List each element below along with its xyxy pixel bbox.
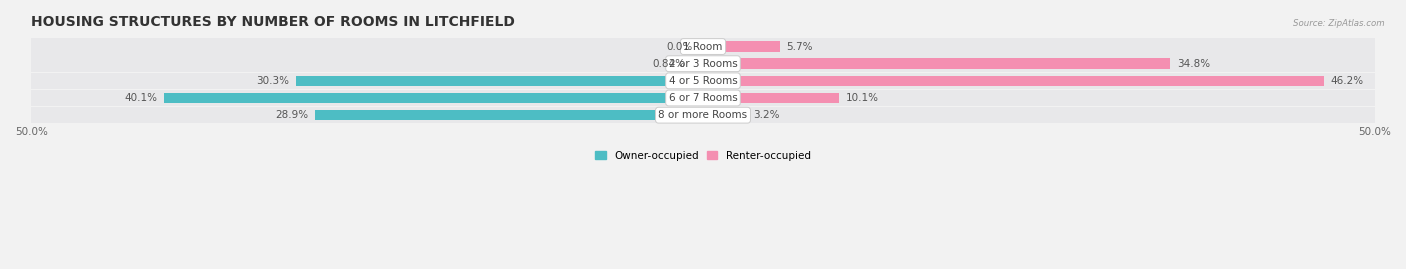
Bar: [31, 107, 1375, 123]
Legend: Owner-occupied, Renter-occupied: Owner-occupied, Renter-occupied: [591, 147, 815, 165]
Bar: [692, 58, 703, 69]
Text: 28.9%: 28.9%: [276, 110, 308, 120]
Bar: [703, 110, 747, 121]
Bar: [165, 93, 703, 103]
Bar: [297, 76, 703, 86]
Text: 46.2%: 46.2%: [1330, 76, 1364, 86]
Text: 10.1%: 10.1%: [845, 93, 879, 103]
Text: 40.1%: 40.1%: [125, 93, 157, 103]
Bar: [703, 76, 1323, 86]
Text: 6 or 7 Rooms: 6 or 7 Rooms: [669, 93, 737, 103]
Bar: [703, 41, 779, 52]
Text: 2 or 3 Rooms: 2 or 3 Rooms: [669, 59, 737, 69]
Text: 30.3%: 30.3%: [256, 76, 290, 86]
Text: 0.0%: 0.0%: [666, 41, 692, 52]
Bar: [31, 38, 1375, 55]
Text: 1 Room: 1 Room: [683, 41, 723, 52]
Text: 8 or more Rooms: 8 or more Rooms: [658, 110, 748, 120]
Text: 4 or 5 Rooms: 4 or 5 Rooms: [669, 76, 737, 86]
Text: HOUSING STRUCTURES BY NUMBER OF ROOMS IN LITCHFIELD: HOUSING STRUCTURES BY NUMBER OF ROOMS IN…: [31, 15, 516, 29]
Text: Source: ZipAtlas.com: Source: ZipAtlas.com: [1294, 19, 1385, 28]
Text: 5.7%: 5.7%: [786, 41, 813, 52]
Bar: [315, 110, 703, 121]
Bar: [31, 55, 1375, 72]
Bar: [31, 73, 1375, 89]
Bar: [703, 93, 838, 103]
Text: 0.84%: 0.84%: [652, 59, 685, 69]
Bar: [703, 58, 1170, 69]
Bar: [31, 90, 1375, 106]
Text: 34.8%: 34.8%: [1177, 59, 1211, 69]
Text: 3.2%: 3.2%: [752, 110, 779, 120]
